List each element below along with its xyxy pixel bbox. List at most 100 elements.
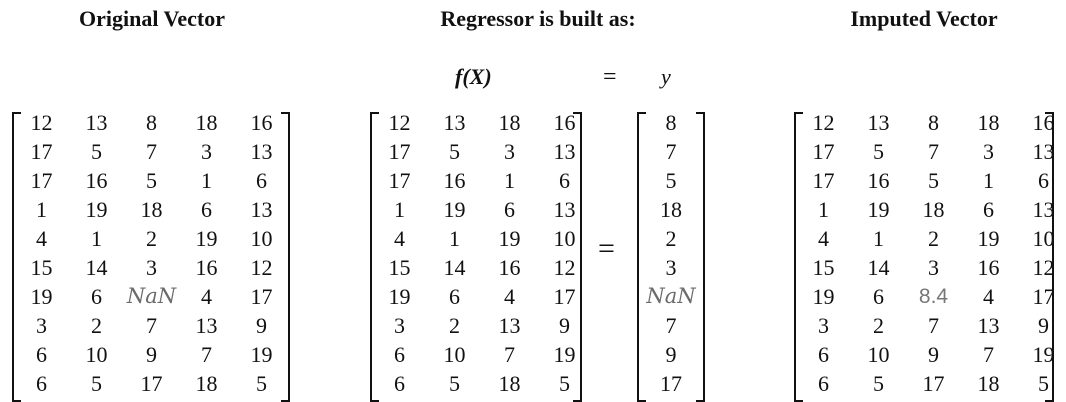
- matrix-cell: 2: [146, 226, 157, 251]
- matrix-cell: 3: [201, 139, 212, 164]
- matrix-cell: 19: [498, 226, 521, 251]
- matrix-cell: 5: [449, 139, 460, 164]
- matrix-cell: 18: [195, 371, 218, 396]
- matrix-cell: 6: [91, 284, 102, 309]
- matrix-cell: 6: [983, 197, 994, 222]
- matrix-cell: 5: [665, 168, 677, 193]
- regressor-title: Regressor is built as:: [440, 6, 636, 31]
- matrix-cell: 8: [928, 110, 939, 135]
- matrix-cell: 3: [928, 255, 939, 280]
- matrix-cell: 10: [1032, 226, 1055, 251]
- matrix-cell: 6: [256, 168, 267, 193]
- matrix-cell: 19: [250, 342, 273, 367]
- matrix-cell: 9: [559, 313, 570, 338]
- matrix-cell: 5: [91, 371, 102, 396]
- matrix-cell: 3: [983, 139, 994, 164]
- matrix-cell: 4: [818, 226, 829, 251]
- matrix-cell: 17: [553, 284, 576, 309]
- matrix-cell: 5: [91, 139, 102, 164]
- matrix-cell: 7: [928, 313, 939, 338]
- matrix-cell: 7: [665, 313, 677, 338]
- matrix-cell: 3: [818, 313, 829, 338]
- matrix-cell: 13: [498, 313, 521, 338]
- matrix-cell: 6: [36, 342, 47, 367]
- matrix-cell: 6: [873, 284, 884, 309]
- matrix-cell: 8: [146, 110, 157, 135]
- matrix-cell: 2: [91, 313, 102, 338]
- matrix-cell: 7: [983, 342, 994, 367]
- matrix-cell: 12: [553, 255, 576, 280]
- matrix-cell: 5: [256, 371, 267, 396]
- matrix-cell: 5: [146, 168, 157, 193]
- matrix-cell: 18: [140, 197, 163, 222]
- matrix-cell: 10: [85, 342, 108, 367]
- missing-value-cell: NaN: [646, 284, 696, 308]
- matrix-cell: 1: [394, 197, 405, 222]
- matrix-cell: 4: [504, 284, 515, 309]
- imputed-matrix: 12 13 8 18 16 17 5 7 3 13 17 16 5 1 6 1 19 18 6 13 4 1 2 19 10 15…: [794, 108, 1055, 402]
- matrix-cell: 13: [977, 313, 1000, 338]
- matrix-cell: 5: [1038, 371, 1049, 396]
- matrix-cell: 1: [201, 168, 212, 193]
- matrix-cell: 19: [443, 197, 466, 222]
- matrix-cell: 18: [977, 371, 1000, 396]
- y-vector: 8 7 5 18 2 3 NaN 7 9 17: [637, 108, 705, 402]
- formula-equals: =: [603, 64, 617, 90]
- matrix-cell: 13: [250, 139, 273, 164]
- matrix-cell: 18: [498, 110, 521, 135]
- matrix-cell: 19: [977, 226, 1000, 251]
- matrix-cell: 10: [553, 226, 576, 251]
- matrix-cell: 16: [250, 110, 273, 135]
- formula-fx: f(X): [455, 64, 492, 89]
- matrix-cell: 13: [867, 110, 890, 135]
- matrix-cell: 17: [250, 284, 273, 309]
- matrix-cell: 19: [85, 197, 108, 222]
- imputed-vector-title: Imputed Vector: [850, 6, 998, 31]
- matrix-cell: 19: [553, 342, 576, 367]
- matrix-cell: 15: [30, 255, 53, 280]
- matrix-cell: 2: [928, 226, 939, 251]
- matrix-cell: 13: [443, 110, 466, 135]
- matrix-cell: 7: [665, 139, 677, 164]
- matrix-cell: 13: [195, 313, 218, 338]
- matrix-cell: 17: [388, 168, 411, 193]
- imputed-value-cell: 8.4: [918, 285, 949, 308]
- matrix-cell: 8: [665, 110, 677, 135]
- matrix-cell: 3: [665, 255, 677, 280]
- matrix-cell: 6: [201, 197, 212, 222]
- matrix-cell: 7: [504, 342, 515, 367]
- matrix-cell: 10: [867, 342, 890, 367]
- matrix-cell: 1: [36, 197, 47, 222]
- matrix-cell: 16: [498, 255, 521, 280]
- matrix-cell: 2: [873, 313, 884, 338]
- matrix-cell: 6: [449, 284, 460, 309]
- formula-y: y: [661, 64, 671, 89]
- matrix-cell: 12: [1032, 255, 1055, 280]
- matrix-cell: 5: [559, 371, 570, 396]
- missing-value-cell: NaN: [126, 284, 177, 308]
- matrix-cell: 6: [559, 168, 570, 193]
- matrix-cell: 14: [85, 255, 108, 280]
- matrix-cell: 1: [504, 168, 515, 193]
- matrix-cell: 7: [146, 139, 157, 164]
- matrix-cell: 5: [449, 371, 460, 396]
- matrix-cell: 19: [195, 226, 218, 251]
- matrix-cell: 13: [1032, 197, 1055, 222]
- matrix-cell: 14: [443, 255, 466, 280]
- matrix-cell: 19: [30, 284, 53, 309]
- matrix-cell: 7: [928, 139, 939, 164]
- matrix-cell: 3: [36, 313, 47, 338]
- matrix-cell: 2: [665, 226, 677, 251]
- matrix-cell: 17: [388, 139, 411, 164]
- matrix-cell: 1: [983, 168, 994, 193]
- matrix-cell: 9: [256, 313, 267, 338]
- matrix-cell: 4: [201, 284, 212, 309]
- matrix-cell: 4: [983, 284, 994, 309]
- matrix-cell: 4: [394, 226, 405, 251]
- matrix-cell: 6: [504, 197, 515, 222]
- matrix-cell: 12: [30, 110, 53, 135]
- matrix-cell: 6: [818, 371, 829, 396]
- matrix-cell: 15: [388, 255, 411, 280]
- matrix-cell: 3: [146, 255, 157, 280]
- matrix-cell: 17: [812, 139, 835, 164]
